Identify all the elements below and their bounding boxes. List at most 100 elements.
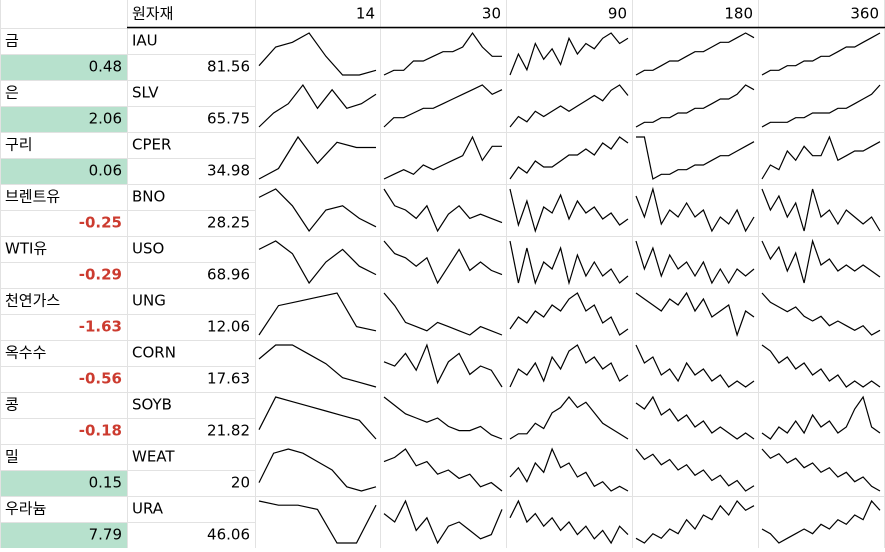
sparkline [258,240,377,285]
positive-cell [0,470,127,496]
period-header: 180 [724,5,753,23]
commodity-name: 브렌트유 [5,188,60,206]
sparkline [761,135,881,180]
commodity-name: WTI유 [5,240,47,258]
sparkline [509,240,629,286]
commodity-name: 우라늄 [5,500,47,518]
sparkline [258,135,376,180]
change: -1.63 [79,318,122,336]
sparkline [509,136,629,180]
sparkline [509,32,629,76]
sparkline [635,32,755,76]
sparkline [509,84,629,128]
change: -0.56 [79,370,122,388]
sparkline [383,499,503,545]
positive-cell [0,522,127,548]
price: 17.63 [207,370,250,388]
commodity-name: 금 [5,32,19,50]
ticker: CPER [132,136,171,154]
sparkline [258,292,377,336]
commodity-name: 은 [5,84,19,102]
sparkline [383,240,503,285]
ticker: WEAT [132,448,175,466]
sparkline [258,500,377,544]
sparkline [258,448,377,492]
price: 28.25 [207,214,250,232]
period-header: 30 [482,5,501,23]
sparkline [383,188,503,233]
change: 0.06 [89,162,122,180]
price: 21.82 [207,422,250,440]
commodity-name: 옥수수 [5,344,46,362]
price: 68.96 [207,266,250,284]
sparkline [258,83,377,128]
change: 7.79 [89,526,122,544]
sparkline [383,448,503,492]
ticker: SLV [132,84,159,102]
sparkline [761,395,881,440]
ticker: CORN [132,344,176,362]
period-header: 90 [608,5,627,23]
change: -0.18 [79,422,122,440]
period-header: 360 [850,5,879,23]
sparkline [509,292,629,336]
sparkline [509,344,629,388]
change: 2.06 [89,110,122,128]
sparkline [383,343,503,388]
ticker: SOYB [132,396,172,414]
price: 81.56 [207,58,250,76]
sparkline [258,32,377,76]
sparkline [635,240,755,285]
sparkline [761,238,881,284]
sparkline [509,188,629,233]
ticker: URA [132,500,164,518]
positive-cell [0,106,127,132]
ticker: USO [132,240,164,258]
sparkline [761,448,881,492]
sparkline [258,396,377,440]
sparkline [761,84,881,128]
period-header: 14 [356,5,375,23]
sparkline [635,291,755,337]
price: 34.98 [207,162,250,180]
sparkline [636,136,755,180]
sparkline [635,500,755,544]
price: 65.75 [207,110,250,128]
commodity-name: 콩 [5,396,19,414]
sparkline [509,396,629,440]
sparkline [383,292,503,336]
sparkline [761,32,881,76]
commodity-name: 천연가스 [5,292,60,310]
sparkline [761,499,881,544]
commodity-name: 구리 [5,136,33,154]
sparkline [383,396,503,440]
header-label: 원자재 [132,5,173,23]
sparkline [383,135,502,180]
sparkline [761,188,881,232]
ticker: UNG [132,292,166,310]
change: -0.29 [79,266,122,284]
ticker: IAU [132,32,158,50]
positive-cell [0,158,127,184]
sparkline [258,344,377,388]
ticker: BNO [132,188,165,206]
change: 0.48 [89,58,122,76]
price: 46.06 [207,526,250,544]
sparkline [635,186,755,233]
commodity-name: 밀 [5,448,19,466]
change: -0.25 [79,214,122,232]
sparkline [635,84,755,128]
sparkline [383,84,503,128]
sparkline [383,31,502,76]
sparkline [509,447,629,492]
price: 12.06 [207,318,250,336]
sparkline [258,188,377,233]
price: 20 [231,474,250,492]
positive-cell [0,54,127,80]
sparkline [761,344,881,388]
sparkline [509,499,629,545]
sparkline [635,448,755,492]
change: 0.15 [89,474,122,492]
sparkline [761,292,881,336]
